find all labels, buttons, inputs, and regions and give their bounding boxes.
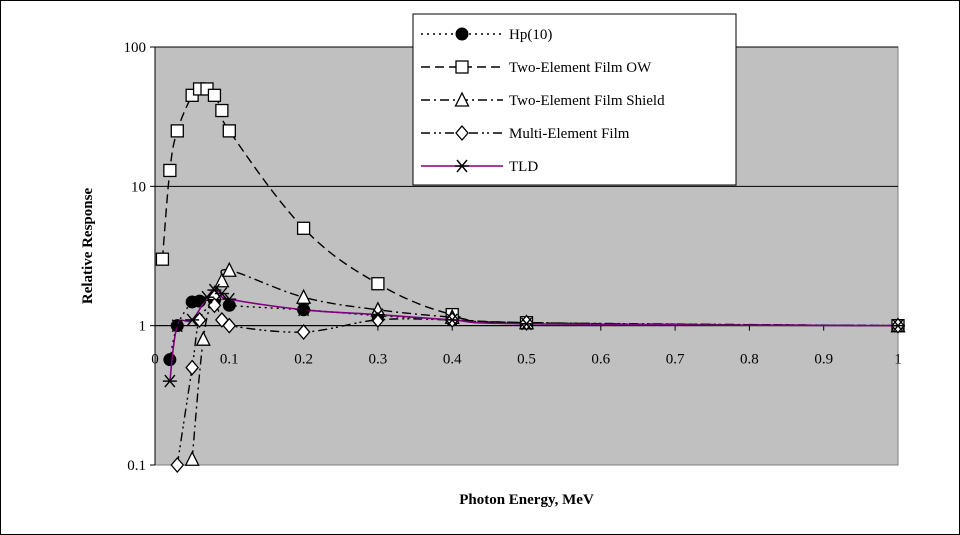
x-tick-label-6: 0.6 [591, 352, 610, 368]
data-point-4-5 [214, 287, 229, 301]
data-point-2-3 [214, 272, 230, 288]
data-point-3-1 [185, 359, 200, 376]
data-point-4-7 [296, 303, 311, 317]
x-tick-label-8: 0.8 [740, 352, 759, 368]
data-point-3-5 [222, 317, 237, 334]
y-tick-label-0: 0.1 [127, 458, 146, 474]
series-line-3 [176, 304, 899, 466]
legend-label-0: Hp(10) [509, 27, 552, 43]
x-tick-label-2: 0.2 [294, 352, 313, 368]
legend-marker-1 [455, 60, 469, 74]
data-point-0-5 [222, 298, 236, 312]
data-point-1-6 [207, 88, 222, 102]
x-tick-label-0: 0 [151, 352, 159, 368]
x-tick-label-1: 0.1 [220, 352, 239, 368]
data-point-1-8 [222, 124, 236, 138]
x-axis-title: Photon Energy, MeV [459, 492, 594, 508]
y-tick-label-2: 10 [131, 179, 146, 195]
x-tick-label-9: 0.9 [814, 352, 833, 368]
data-point-4-6 [222, 292, 237, 306]
legend-label-2: Two-Element Film Shield [509, 93, 665, 109]
legend: Hp(10) Two-Element Film OW Two-Element Fil… [412, 13, 737, 186]
x-tick-label-4: 0.4 [443, 352, 462, 368]
series-4 [162, 283, 905, 388]
y-axis-title: Relative Response [80, 188, 96, 305]
data-point-3-2 [192, 311, 207, 328]
data-point-4-0 [162, 374, 177, 388]
data-point-2-0 [184, 450, 200, 466]
data-point-3-6 [296, 324, 311, 341]
data-point-4-3 [200, 290, 215, 304]
data-point-1-2 [170, 124, 184, 138]
legend-marker-3 [455, 125, 469, 141]
legend-label-1: Two-Element Film OW [509, 60, 652, 76]
data-point-4-1 [170, 319, 185, 333]
x-tick-label-5: 0.5 [517, 352, 536, 368]
x-tick-label-7: 0.7 [666, 352, 685, 368]
legend-label-4: TLD [509, 159, 538, 175]
legend-marker-2 [454, 91, 470, 107]
legend-label-3: Multi-Element Film [509, 126, 630, 142]
legend-marker-0 [455, 27, 469, 41]
data-point-3-0 [170, 457, 185, 473]
data-point-1-9 [296, 221, 311, 235]
y-tick-label-1: 1 [139, 319, 147, 335]
data-point-2-4 [221, 261, 237, 277]
data-point-1-1 [163, 163, 177, 178]
data-point-4-9 [445, 313, 460, 327]
data-point-4-10 [519, 317, 534, 331]
data-point-2-5 [296, 288, 312, 304]
data-point-4-11 [891, 319, 905, 333]
data-point-0-0 [163, 353, 177, 367]
data-point-1-10 [371, 277, 385, 291]
series-layer [155, 82, 906, 473]
data-point-1-0 [155, 252, 170, 266]
data-point-4-8 [370, 308, 385, 322]
data-point-1-7 [215, 103, 229, 118]
data-point-3-7 [371, 311, 385, 328]
data-point-2-1 [195, 330, 211, 346]
x-tick-label-3: 0.3 [369, 352, 388, 368]
legend-marker-4 [455, 159, 469, 173]
x-tick-label-10: 1 [894, 352, 902, 368]
data-point-4-2 [185, 313, 200, 327]
y-tick-label-3: 100 [124, 40, 147, 56]
